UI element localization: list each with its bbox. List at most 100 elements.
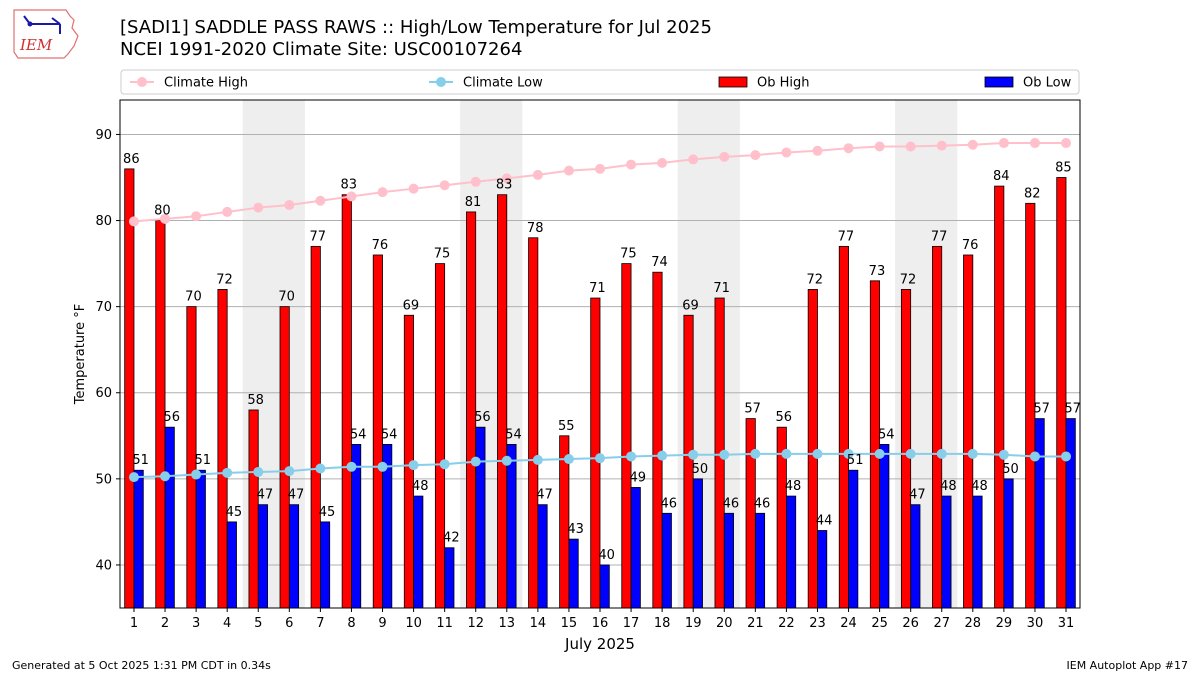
ob-low-bar bbox=[475, 426, 486, 609]
climate-low-point bbox=[222, 467, 233, 478]
ob-low-label: 43 bbox=[567, 522, 584, 537]
x-tick-label: 10 bbox=[405, 616, 422, 631]
climate-high-point bbox=[408, 183, 419, 194]
ob-low-label: 51 bbox=[132, 453, 149, 468]
climate-low-point bbox=[1061, 451, 1072, 462]
ob-high-label: 78 bbox=[527, 221, 544, 236]
y-axis-label: Temperature °F bbox=[73, 304, 88, 405]
ob-high-label: 72 bbox=[807, 272, 824, 287]
ob-low-label: 51 bbox=[847, 453, 864, 468]
y-tick-label: 90 bbox=[95, 128, 112, 143]
x-tick-label: 18 bbox=[654, 616, 671, 631]
x-tick-label: 30 bbox=[1027, 616, 1044, 631]
climate-low-point bbox=[377, 461, 388, 472]
ob-low-label: 48 bbox=[940, 479, 957, 494]
climate-low-point bbox=[563, 454, 574, 465]
ob-low-label: 46 bbox=[723, 496, 740, 511]
x-tick-label: 22 bbox=[778, 616, 795, 631]
climate-high-point bbox=[160, 213, 171, 224]
x-tick-label: 16 bbox=[592, 616, 609, 631]
ob-high-bar bbox=[1056, 177, 1067, 609]
ob-low-label: 48 bbox=[971, 479, 988, 494]
climate-low-point bbox=[191, 469, 202, 480]
x-tick-label: 27 bbox=[933, 616, 950, 631]
ob-low-label: 48 bbox=[412, 479, 429, 494]
climate-high-point bbox=[222, 206, 233, 217]
ob-high-label: 77 bbox=[838, 229, 855, 244]
x-tick-label: 26 bbox=[902, 616, 919, 631]
x-tick-label: 11 bbox=[436, 616, 453, 631]
chart-title: [SADI1] SADDLE PASS RAWS :: High/Low Tem… bbox=[120, 17, 712, 38]
climate-low-point bbox=[843, 448, 854, 459]
ob-high-bar bbox=[434, 263, 446, 609]
climate-low-point bbox=[595, 453, 605, 464]
ob-low-bar bbox=[972, 495, 983, 609]
ob-high-label: 77 bbox=[309, 229, 326, 244]
ob-high-bar bbox=[869, 280, 881, 609]
climate-high-point bbox=[626, 159, 637, 170]
ob-high-label: 85 bbox=[1055, 160, 1072, 175]
climate-high-point bbox=[1061, 138, 1072, 149]
legend-label: Ob Low bbox=[1023, 76, 1072, 91]
ob-high-label: 58 bbox=[247, 393, 264, 408]
ob-high-label: 74 bbox=[651, 255, 668, 270]
ob-low-label: 57 bbox=[1064, 402, 1081, 417]
ob-low-bar bbox=[537, 504, 548, 609]
x-tick-label: 1 bbox=[130, 616, 138, 631]
climate-low-point bbox=[315, 463, 326, 474]
climate-high-point bbox=[874, 141, 885, 152]
chart-subtitle: NCEI 1991-2020 Climate Site: USC00107264 bbox=[120, 39, 523, 60]
climate-low-point bbox=[719, 449, 730, 460]
x-tick-label: 6 bbox=[285, 616, 293, 631]
ob-high-bar bbox=[528, 237, 539, 609]
ob-high-label: 71 bbox=[589, 281, 606, 296]
legend-label: Climate High bbox=[164, 76, 248, 91]
ob-high-label: 70 bbox=[278, 290, 295, 305]
climate-high-point bbox=[1029, 138, 1040, 149]
climate-low-point bbox=[408, 460, 419, 471]
ob-low-bar bbox=[817, 530, 828, 609]
ob-low-bar bbox=[319, 521, 331, 609]
ob-high-label: 86 bbox=[123, 152, 140, 167]
ob-high-label: 83 bbox=[341, 178, 358, 193]
app-label: IEM Autoplot App #17 bbox=[1066, 659, 1189, 672]
ob-low-bar bbox=[164, 426, 175, 609]
ob-high-bar bbox=[124, 168, 135, 609]
ob-low-bar bbox=[506, 444, 517, 609]
x-tick-label: 31 bbox=[1058, 616, 1075, 631]
ob-low-label: 57 bbox=[1033, 402, 1050, 417]
ob-high-bar bbox=[310, 245, 321, 609]
ob-high-label: 76 bbox=[372, 238, 389, 253]
ob-low-bar bbox=[257, 504, 268, 609]
ob-high-label: 77 bbox=[931, 229, 948, 244]
legend-marker-icon bbox=[436, 77, 446, 87]
climate-high-point bbox=[439, 180, 450, 191]
ob-low-bar bbox=[1034, 418, 1045, 609]
ob-low-label: 46 bbox=[754, 496, 771, 511]
ob-low-label: 47 bbox=[288, 488, 305, 503]
ob-low-label: 49 bbox=[629, 470, 646, 485]
ob-high-bar bbox=[621, 263, 632, 609]
legend-box bbox=[120, 69, 1080, 95]
climate-high-point bbox=[284, 200, 295, 211]
x-tick-label: 4 bbox=[223, 616, 231, 631]
ob-high-bar bbox=[807, 289, 818, 609]
ob-high-label: 73 bbox=[869, 264, 886, 279]
climate-low-point bbox=[657, 450, 668, 461]
x-tick-label: 23 bbox=[809, 616, 826, 631]
ob-low-label: 45 bbox=[319, 505, 336, 520]
x-tick-label: 24 bbox=[840, 616, 857, 631]
climate-low-point bbox=[160, 471, 171, 482]
legend-item: Climate High bbox=[130, 76, 248, 91]
y-tick-label: 40 bbox=[95, 558, 112, 573]
ob-high-bar bbox=[497, 194, 508, 609]
ob-high-label: 57 bbox=[744, 402, 761, 417]
climate-low-point bbox=[936, 448, 947, 459]
ob-low-label: 54 bbox=[350, 427, 367, 442]
climate-low-point bbox=[1029, 451, 1040, 462]
climate-high-point bbox=[191, 211, 202, 222]
ob-high-label: 83 bbox=[496, 178, 513, 193]
ob-low-bar bbox=[195, 469, 206, 609]
ob-high-bar bbox=[900, 289, 912, 609]
legend-label: Ob High bbox=[757, 76, 810, 91]
